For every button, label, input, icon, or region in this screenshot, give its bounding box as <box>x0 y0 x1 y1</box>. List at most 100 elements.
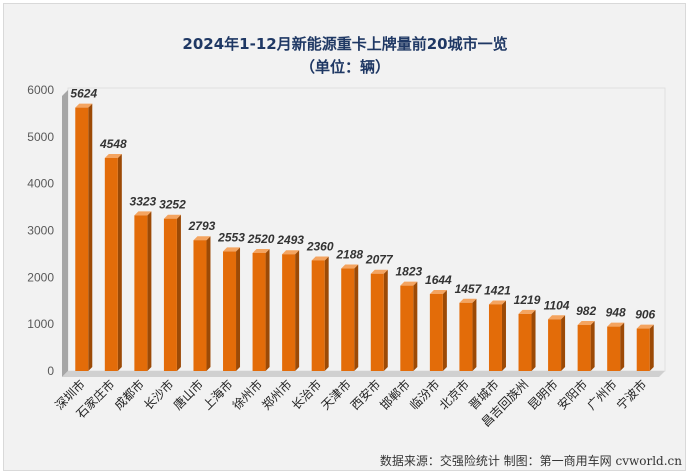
bar-side <box>88 103 93 371</box>
bar-top <box>75 103 93 108</box>
y-tick-label: 0 <box>47 364 54 378</box>
data-label: 5624 <box>70 87 97 101</box>
bar <box>607 326 621 371</box>
bar-top <box>282 250 300 255</box>
bar <box>429 294 443 371</box>
bar <box>311 260 325 371</box>
data-label: 2793 <box>188 219 216 233</box>
category-label: 昆明市 <box>525 377 561 413</box>
bar <box>104 158 118 371</box>
category-label: 西安市 <box>347 377 383 413</box>
data-label: 2520 <box>247 232 275 246</box>
bar <box>134 215 148 371</box>
data-label: 906 <box>635 308 655 322</box>
bar-top <box>163 214 181 219</box>
bar <box>459 302 473 371</box>
bar-side <box>649 324 654 371</box>
bar-side <box>265 248 270 371</box>
category-label: 天津市 <box>318 377 354 413</box>
data-label: 2553 <box>217 230 245 244</box>
bar-side <box>117 154 122 371</box>
bar <box>518 313 532 371</box>
data-label: 2077 <box>365 253 394 267</box>
category-label: 上海市 <box>200 377 236 413</box>
data-label: 982 <box>576 304 596 318</box>
bar-side <box>413 281 418 371</box>
data-label: 3252 <box>159 198 186 212</box>
bar-side <box>354 264 359 371</box>
bar-side <box>442 290 447 371</box>
bar <box>341 268 355 371</box>
bar <box>252 252 266 371</box>
bar-top <box>518 309 536 314</box>
data-label: 2360 <box>306 239 334 253</box>
bar-top <box>223 247 241 252</box>
bar-top <box>134 211 152 216</box>
category-label: 北京市 <box>436 377 472 413</box>
data-label: 1644 <box>425 273 452 287</box>
bar <box>370 273 384 371</box>
bar-top <box>104 154 122 159</box>
source-note: 数据来源：交强险统计 制图：第一商用车网 cvworld.cn <box>380 453 682 468</box>
bar <box>636 328 650 371</box>
category-label: 成都市 <box>111 377 147 413</box>
bar-top <box>488 300 506 305</box>
bar-top <box>459 298 477 303</box>
y-tick-label: 6000 <box>27 83 54 97</box>
category-label: 长沙市 <box>140 377 176 413</box>
y-tick-label: 2000 <box>27 270 54 284</box>
data-label: 2493 <box>276 233 304 247</box>
bar-top <box>341 264 359 269</box>
bar-side <box>383 269 388 371</box>
bar-side <box>147 211 152 371</box>
bar-side <box>561 315 566 371</box>
category-label: 广州市 <box>584 377 620 413</box>
data-label: 1457 <box>455 282 483 296</box>
bar <box>400 285 414 371</box>
bar-side <box>590 321 595 371</box>
bar-side <box>295 250 300 371</box>
data-label: 3323 <box>130 194 157 208</box>
category-label: 邯郸市 <box>377 377 413 413</box>
bar-side <box>176 214 181 371</box>
bar <box>223 251 237 371</box>
bar-top <box>429 290 447 295</box>
y-tick-label: 3000 <box>27 224 54 238</box>
bar-side <box>206 236 211 371</box>
y-tick-label: 5000 <box>27 130 54 144</box>
bar-top <box>607 322 625 327</box>
bar-top <box>193 236 211 241</box>
category-label: 临汾市 <box>406 377 442 413</box>
bar-top <box>400 281 418 286</box>
bar-side <box>501 300 506 371</box>
data-label: 2188 <box>335 248 363 262</box>
data-label: 1219 <box>514 293 541 307</box>
y-tick-label: 4000 <box>27 177 54 191</box>
data-label: 1104 <box>544 298 570 312</box>
category-label: 长治市 <box>288 377 324 413</box>
bar-side <box>531 309 536 371</box>
y-tick-label: 1000 <box>27 317 54 331</box>
bar-side <box>472 298 477 371</box>
bar-top <box>252 248 270 253</box>
category-label: 宁波市 <box>613 377 649 413</box>
category-label: 郑州市 <box>259 377 295 413</box>
bar-top <box>370 269 388 274</box>
bar-side <box>236 247 241 371</box>
bar-top <box>548 315 566 320</box>
category-label: 徐州市 <box>229 377 265 413</box>
data-label: 948 <box>606 306 626 320</box>
bar <box>193 240 207 371</box>
left-wall <box>62 90 68 377</box>
bar-top <box>636 324 654 329</box>
bar-top <box>577 321 595 326</box>
category-label: 唐山市 <box>170 377 206 413</box>
chart-title: 2024年1-12月新能源重卡上牌量前20城市一览 <box>182 35 507 53</box>
bar <box>75 107 89 371</box>
chart-subtitle: （单位：辆） <box>300 58 390 76</box>
bar-top <box>311 256 329 261</box>
category-label: 安阳市 <box>554 377 590 413</box>
data-label: 1421 <box>484 283 511 297</box>
data-label: 4548 <box>99 137 127 151</box>
bar <box>488 304 502 371</box>
